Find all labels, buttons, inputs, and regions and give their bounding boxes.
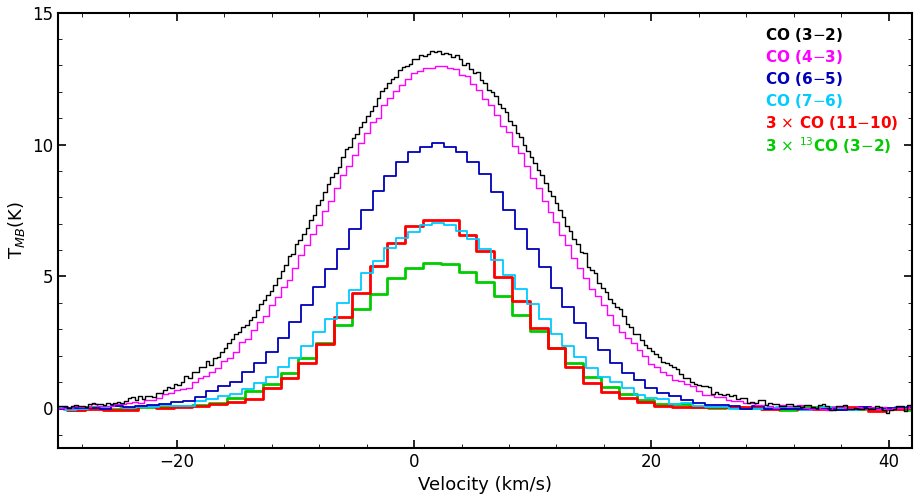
X-axis label: Velocity (km/s): Velocity (km/s) bbox=[419, 476, 553, 494]
Legend: CO (3$-$2), CO (4$-$3), CO (6$-$5), CO (7$-$6), 3 $\times$ CO (11$-$10), 3 $\tim: CO (3$-$2), CO (4$-$3), CO (6$-$5), CO (… bbox=[759, 20, 905, 162]
Y-axis label: T$_{MB}$(K): T$_{MB}$(K) bbox=[6, 202, 27, 259]
